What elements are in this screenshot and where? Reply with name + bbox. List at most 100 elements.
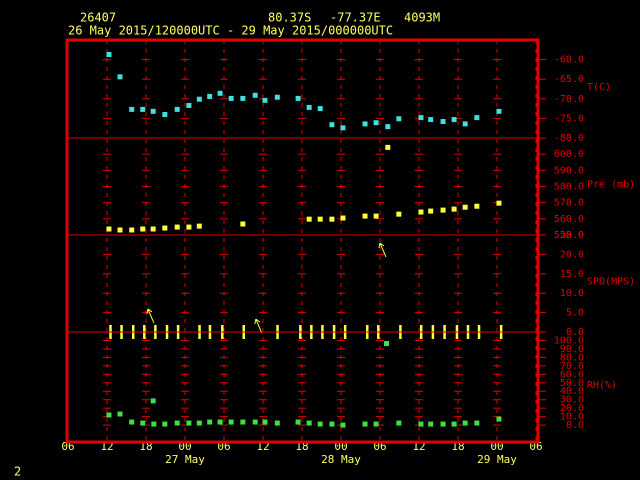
- data-point: [496, 416, 502, 422]
- data-point: [186, 102, 192, 108]
- y-tick-label: -75.0: [554, 113, 584, 124]
- y-tick-label: 100.0: [554, 335, 584, 346]
- data-point: [117, 411, 123, 417]
- data-point: [207, 93, 213, 99]
- data-point: [117, 74, 123, 80]
- y-axis-label: T(C): [587, 82, 611, 93]
- data-point: [196, 96, 202, 102]
- data-point: [329, 216, 335, 222]
- data-point: [106, 52, 112, 58]
- data-point: [362, 213, 368, 219]
- data-point: [440, 207, 446, 213]
- data-point: [396, 211, 402, 217]
- data-point: [462, 204, 468, 210]
- data-point: [150, 226, 156, 232]
- data-point: [129, 227, 135, 233]
- data-point: [196, 420, 202, 426]
- data-point: [196, 223, 202, 229]
- data-point: [451, 421, 457, 427]
- y-tick-label: -65.0: [554, 74, 584, 85]
- y-tick-label: 25.0: [560, 230, 584, 241]
- y-axis-label: Pre (mb): [587, 180, 635, 191]
- y-tick-label: 20.0: [560, 403, 584, 414]
- y-tick-label: -80.0: [554, 133, 584, 144]
- data-point: [274, 94, 280, 100]
- data-point: [162, 225, 168, 231]
- data-point: [385, 144, 391, 150]
- data-point: [474, 203, 480, 209]
- data-point: [418, 421, 424, 427]
- data-point: [474, 420, 480, 426]
- data-point: [217, 90, 223, 96]
- period: 26 May 2015/120000UTC - 29 May 2015/0000…: [68, 24, 393, 38]
- x-day-label: 27 May: [165, 453, 205, 466]
- y-tick-label: -60.0: [554, 55, 584, 66]
- plot-frame: [65, 38, 540, 444]
- data-point: [240, 221, 246, 227]
- data-point: [317, 421, 323, 427]
- data-point: [228, 95, 234, 101]
- data-point: [295, 95, 301, 101]
- longitude: -77.37E: [330, 11, 381, 25]
- y-tick-label: 5.0: [566, 308, 584, 319]
- data-point: [317, 216, 323, 222]
- data-point: [428, 117, 434, 123]
- y-tick-label: 570.0: [554, 198, 584, 209]
- data-point: [373, 213, 379, 219]
- data-point: [418, 209, 424, 215]
- data-point: [252, 92, 258, 98]
- data-point: [496, 108, 502, 114]
- data-point: [329, 122, 335, 128]
- wind-arrow: [378, 242, 387, 258]
- y-tick-label: 0.0: [566, 420, 584, 431]
- y-axis-label: RH(%): [587, 380, 617, 391]
- data-point: [340, 215, 346, 221]
- data-point: [174, 106, 180, 112]
- data-point: [462, 420, 468, 426]
- data-point: [140, 106, 146, 112]
- data-point: [340, 422, 346, 428]
- y-tick-label: 10.0: [560, 288, 584, 299]
- data-point: [418, 115, 424, 121]
- y-tick-label: 40.0: [560, 386, 584, 397]
- data-point: [306, 420, 312, 426]
- data-point: [151, 421, 157, 427]
- data-point: [295, 419, 301, 425]
- data-point: [240, 419, 246, 425]
- data-point: [262, 419, 268, 425]
- y-tick-label: 560.0: [554, 214, 584, 225]
- data-point: [162, 111, 168, 117]
- latitude: 80.37S: [268, 11, 311, 25]
- y-tick-label: -70.0: [554, 94, 584, 105]
- data-point: [129, 106, 135, 112]
- data-point: [329, 421, 335, 427]
- data-point: [451, 206, 457, 212]
- y-tick-label: 30.0: [560, 395, 584, 406]
- y-axis-label: SPD(MPS): [587, 277, 635, 288]
- data-point: [306, 104, 312, 110]
- y-tick-label: 10.0: [560, 412, 584, 423]
- data-point: [428, 421, 434, 427]
- data-point: [129, 419, 135, 425]
- data-point: [340, 125, 346, 131]
- data-point: [117, 227, 123, 233]
- y-tick-label: 20.0: [560, 249, 584, 260]
- y-tick-label: 590.0: [554, 165, 584, 176]
- page-number: 2: [14, 465, 21, 479]
- data-point: [186, 420, 192, 426]
- data-point: [396, 420, 402, 426]
- data-point: [306, 216, 312, 222]
- data-point: [207, 419, 213, 425]
- y-tick-label: 90.0: [560, 344, 584, 355]
- data-point: [217, 419, 223, 425]
- data-point: [428, 208, 434, 214]
- data-point: [373, 421, 379, 427]
- data-point: [440, 421, 446, 427]
- y-tick-label: 70.0: [560, 361, 584, 372]
- data-point: [140, 226, 146, 232]
- data-point: [496, 200, 502, 206]
- data-point: [462, 121, 468, 127]
- x-day-label: 29 May: [477, 453, 517, 466]
- y-tick-label: 60.0: [560, 369, 584, 380]
